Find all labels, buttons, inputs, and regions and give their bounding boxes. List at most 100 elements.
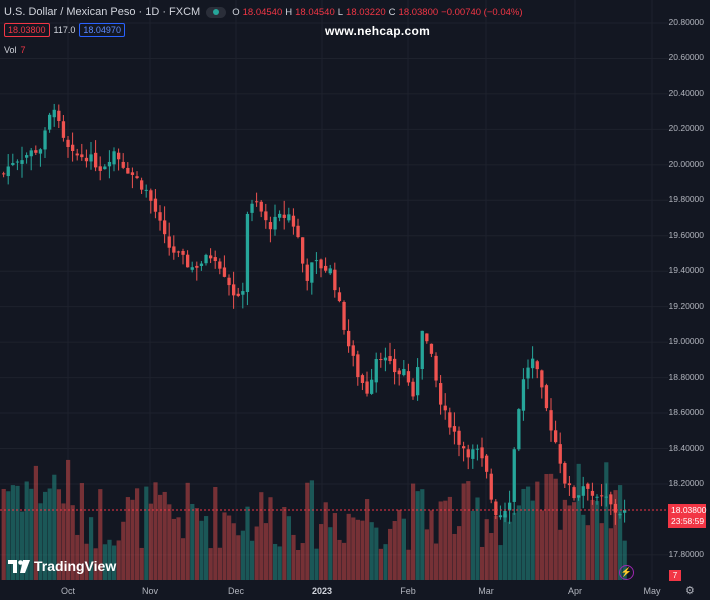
- volume-bar: [208, 548, 213, 580]
- low-label: L: [337, 6, 344, 18]
- volume-bar: [181, 538, 186, 580]
- candle-body: [406, 371, 411, 383]
- volume-bar: [604, 462, 609, 580]
- candle-body: [577, 495, 581, 498]
- candle-body: [241, 291, 245, 295]
- candle-body: [434, 355, 438, 381]
- price-tick-label: 20.60000: [668, 52, 704, 63]
- volume-bar: [277, 546, 282, 580]
- symbol-title[interactable]: U.S. Dollar / Mexican Peso · 1D · FXCM: [4, 6, 201, 18]
- candle-body: [549, 410, 553, 431]
- candle-body: [600, 495, 604, 497]
- candle-body: [52, 109, 56, 118]
- volume-bar: [319, 524, 324, 580]
- time-tick-label: Mar: [478, 586, 494, 596]
- candle-body: [117, 152, 121, 160]
- gear-icon[interactable]: ⚙: [685, 585, 695, 597]
- candle-body: [153, 198, 158, 212]
- candle-body: [273, 216, 277, 230]
- volume-bar: [401, 518, 406, 580]
- volume-bar: [507, 521, 512, 580]
- volume-bar: [457, 526, 462, 580]
- candle-body: [204, 254, 208, 264]
- candle-body: [503, 510, 507, 518]
- candle-body: [544, 385, 549, 409]
- candle-body: [604, 496, 608, 498]
- price-tick-label: 18.60000: [668, 407, 704, 418]
- volume-bars: [1, 459, 627, 580]
- candle-body: [163, 220, 167, 235]
- candle-body: [517, 409, 521, 450]
- volume-bar: [530, 500, 535, 580]
- candle-body: [25, 155, 29, 158]
- candle-body: [84, 157, 89, 162]
- volume-axis-badge: 7: [669, 570, 681, 581]
- high-value: 18.04540: [295, 6, 335, 18]
- candle-body: [462, 446, 466, 449]
- candle-body: [11, 163, 15, 166]
- volume-bar: [33, 465, 38, 580]
- volume-bar: [10, 485, 15, 580]
- volume-bar: [47, 488, 52, 580]
- volume-bar: [562, 499, 567, 580]
- candle-body: [181, 250, 185, 255]
- sell-price-button[interactable]: 18.03800: [4, 23, 50, 37]
- candle-body: [278, 213, 282, 218]
- candle-body: [512, 449, 516, 502]
- candle-body: [135, 176, 139, 179]
- candle-body: [287, 214, 291, 221]
- volume-bar: [342, 542, 347, 580]
- volume-bar: [415, 491, 420, 580]
- candle-body: [360, 375, 365, 383]
- candle-body: [379, 359, 383, 361]
- candle-body: [383, 357, 388, 361]
- candle-body: [595, 496, 599, 498]
- candle-body: [347, 330, 351, 347]
- candle-body: [89, 154, 93, 162]
- candle-body: [48, 114, 52, 130]
- candle-body: [521, 379, 526, 411]
- volume-bar: [553, 478, 558, 580]
- candle-body: [130, 172, 135, 175]
- volume-bar: [38, 503, 43, 580]
- candle-body: [540, 370, 544, 388]
- lightning-icon[interactable]: ⚡: [619, 565, 634, 580]
- volume-bar: [346, 513, 351, 580]
- volume-bar: [291, 534, 296, 580]
- candle-body: [213, 257, 217, 262]
- volume-label: Vol: [4, 45, 17, 55]
- candle-body: [236, 293, 240, 296]
- time-tick-label: Apr: [567, 586, 583, 596]
- tradingview-logo[interactable]: TradingView: [8, 558, 116, 574]
- volume-bar: [590, 499, 595, 580]
- volume-bar: [365, 499, 370, 580]
- volume-bar: [466, 481, 471, 580]
- candle-body: [98, 166, 102, 171]
- close-value: 18.03800: [398, 6, 439, 18]
- volume-bar: [309, 480, 314, 580]
- candle-body: [567, 483, 572, 486]
- volume-bar: [337, 539, 342, 580]
- price-tick-label: 20.40000: [668, 87, 704, 98]
- volume-bar: [535, 481, 540, 580]
- volume-bar: [424, 529, 429, 580]
- volume-bar: [498, 545, 503, 580]
- price-tick-label: 19.40000: [668, 265, 704, 276]
- market-status-indicator[interactable]: [206, 6, 227, 18]
- candle-body: [416, 367, 420, 396]
- candle-body: [61, 121, 66, 138]
- candle-body: [121, 161, 125, 168]
- candle-body: [296, 225, 300, 238]
- volume-legend[interactable]: Vol 7: [4, 45, 26, 55]
- volume-bar: [29, 488, 34, 580]
- buy-price-button[interactable]: 18.04970: [79, 23, 125, 37]
- candle-body: [29, 150, 33, 157]
- volume-bar: [332, 513, 337, 580]
- volume-bar: [503, 514, 508, 580]
- volume-bar: [75, 534, 80, 580]
- ohlc-values: O 18.04540 H 18.04540 L 18.03220 C 18.03800 …: [232, 7, 522, 18]
- time-tick-label: May: [643, 586, 661, 596]
- bid-ask-row: 18.03800 117.0 18.04970: [4, 23, 125, 37]
- candle-body: [429, 343, 434, 354]
